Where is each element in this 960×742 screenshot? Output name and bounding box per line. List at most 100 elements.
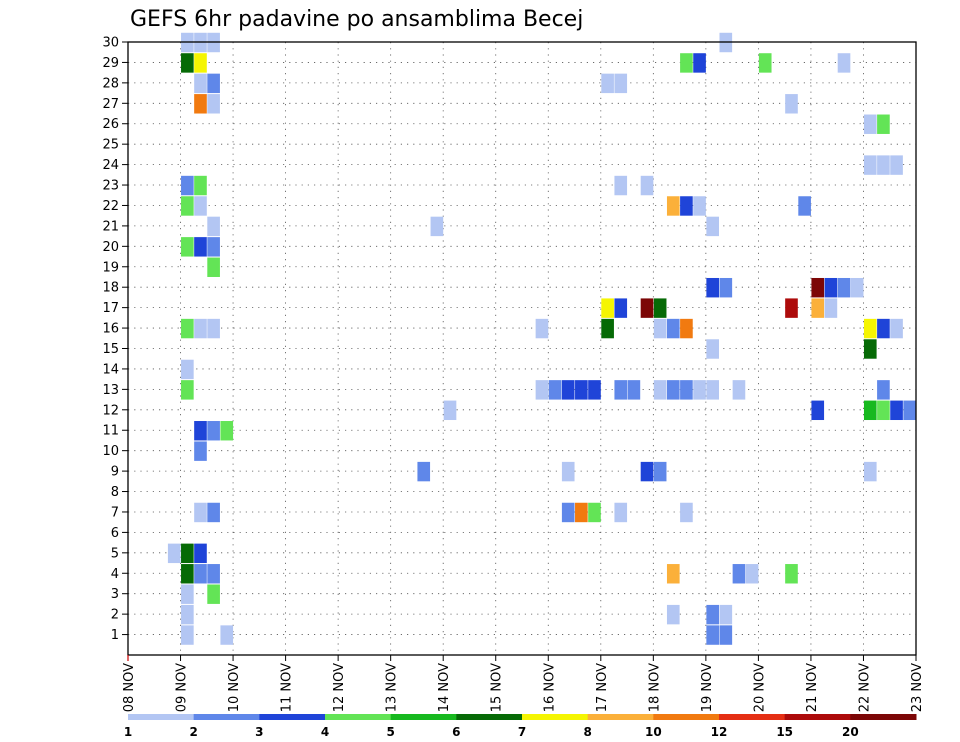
color-scale-swatch	[587, 714, 654, 720]
heatmap-cell	[194, 564, 207, 584]
heatmap-cell	[575, 502, 588, 523]
heatmap-cell	[207, 318, 220, 339]
heatmap-cell	[666, 318, 680, 339]
y-tick-label: 21	[102, 219, 119, 234]
heatmap-cell	[640, 175, 654, 196]
heatmap-cell	[732, 380, 746, 400]
heatmap-cell	[614, 380, 628, 400]
heatmap-cell	[811, 277, 825, 298]
y-tick-label: 18	[102, 281, 119, 296]
heatmap-cell	[666, 196, 680, 216]
y-tick-label: 27	[102, 97, 119, 112]
heatmap-cell	[837, 53, 851, 73]
heatmap-cell	[706, 277, 719, 298]
heatmap-cell	[640, 461, 654, 482]
y-tick-label: 26	[102, 117, 119, 132]
color-scale-label: 12	[711, 725, 728, 739]
heatmap-cell	[680, 502, 693, 523]
x-tick-label: 14 NOV	[437, 663, 452, 712]
y-tick-label: 24	[102, 158, 119, 173]
heatmap-cell	[614, 73, 628, 94]
heatmap-cell	[575, 380, 588, 400]
color-scale-swatch	[259, 714, 326, 720]
heatmap-cell	[877, 318, 890, 339]
color-scale-swatch	[128, 714, 195, 720]
color-scale-label: 8	[583, 725, 591, 739]
heatmap-cell	[693, 380, 706, 400]
y-tick-label: 19	[102, 260, 119, 275]
heatmap-cell	[207, 257, 220, 277]
color-scale-swatch	[850, 714, 917, 720]
color-scale-label: 15	[776, 725, 793, 739]
heatmap-cell	[706, 339, 719, 359]
color-scale-swatch	[784, 714, 851, 720]
y-tick-label: 3	[111, 587, 119, 602]
y-tick-label: 12	[102, 403, 119, 418]
color-scale-swatch	[456, 714, 523, 720]
x-tick-label: 21 NOV	[805, 663, 820, 712]
x-tick-label: 16 NOV	[542, 663, 557, 712]
y-tick-label: 10	[102, 444, 119, 459]
heatmap-cell	[680, 53, 693, 73]
y-tick-label: 14	[102, 362, 119, 377]
heatmap-cell	[890, 400, 903, 421]
color-scale-swatch	[193, 714, 260, 720]
heatmap-cell	[653, 298, 667, 318]
heatmap-cell	[207, 564, 220, 584]
heatmap-cell	[745, 564, 759, 584]
y-axis: 1234567891011121314151617181920212223242…	[102, 36, 128, 643]
heatmap-cell	[837, 277, 851, 298]
heatmap-cell	[220, 625, 234, 645]
x-tick-label: 19 NOV	[700, 663, 715, 712]
heatmap-cell	[863, 461, 877, 482]
heatmap-cell	[207, 584, 220, 604]
heatmap-cell	[601, 318, 614, 339]
heatmap-cell	[706, 216, 719, 237]
color-scale-label: 7	[518, 725, 526, 739]
x-tick-label: 23 NOV	[910, 663, 925, 712]
heatmap-cell	[903, 400, 916, 421]
color-scale-label: 10	[645, 725, 662, 739]
heatmap-cell	[890, 318, 903, 339]
y-tick-label: 11	[102, 424, 119, 439]
heatmap-cell	[824, 298, 838, 318]
heatmap-cell	[181, 53, 194, 73]
heatmap-cell	[181, 175, 194, 196]
heatmap-cell	[785, 298, 798, 318]
y-tick-label: 13	[102, 383, 119, 398]
heatmap-cell	[207, 216, 220, 237]
data-cells	[167, 32, 916, 645]
y-tick-label: 8	[111, 485, 119, 500]
color-scale-swatch	[719, 714, 786, 720]
heatmap-cell	[548, 380, 562, 400]
heatmap-cell	[181, 196, 194, 216]
y-tick-label: 20	[102, 240, 119, 255]
heatmap-cell	[181, 564, 194, 584]
heatmap-cell	[194, 421, 207, 441]
heatmap-cell	[614, 298, 628, 318]
x-tick-label: 15 NOV	[490, 663, 505, 712]
heatmap-cell	[706, 380, 719, 400]
heatmap-cell	[640, 298, 654, 318]
y-tick-label: 29	[102, 56, 119, 71]
heatmap-cell	[535, 380, 549, 400]
color-scale-label: 20	[842, 725, 859, 739]
heatmap-cell	[811, 400, 825, 421]
heatmap-cell	[653, 318, 667, 339]
y-tick-label: 25	[102, 138, 119, 153]
heatmap-cell	[877, 155, 890, 175]
chart-title: GEFS 6hr padavine po ansamblima Becej	[130, 7, 583, 32]
heatmap-cell	[417, 461, 431, 482]
heatmap-cell	[181, 318, 194, 339]
heatmap-cell	[877, 400, 890, 421]
x-axis: 08 NOV 09 NOV 10 NOV 11 NOV 12 NOV 13 NOV 14 N…	[122, 655, 925, 712]
y-tick-label: 23	[102, 179, 119, 194]
heatmap-cell	[535, 318, 549, 339]
heatmap-cell	[890, 155, 903, 175]
heatmap-cell	[627, 380, 641, 400]
x-tick-label: 17 NOV	[595, 663, 610, 712]
color-scale-swatch	[653, 714, 720, 720]
heatmap-cell	[614, 175, 628, 196]
heatmap-cell	[706, 604, 719, 625]
color-scale-label: 6	[452, 725, 460, 739]
